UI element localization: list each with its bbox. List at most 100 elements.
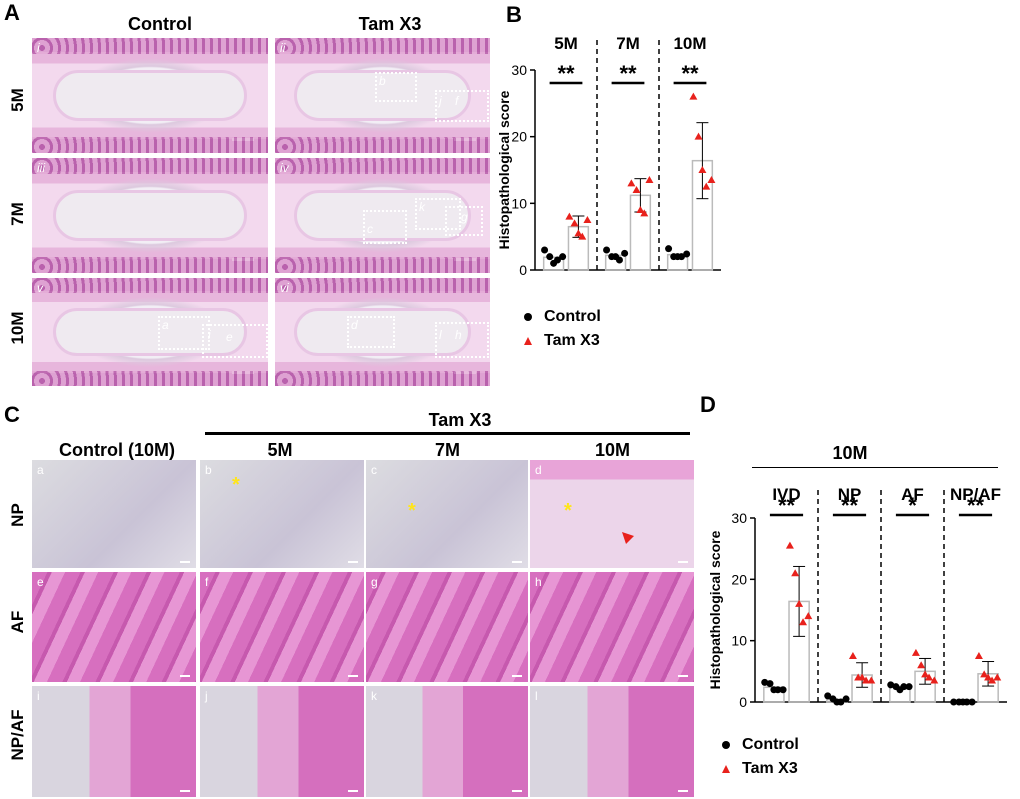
np-image-a: a [32, 460, 196, 568]
histology-image-i: i [32, 38, 268, 153]
npaf-image-j: j [200, 686, 364, 797]
image-label: a [37, 463, 44, 477]
scale-bar [512, 675, 522, 677]
panel-c-letter: C [4, 402, 20, 427]
zoom-box-label: l [439, 328, 442, 342]
image-label: l [535, 689, 538, 703]
data-point-control [615, 256, 623, 264]
data-point-tam [636, 206, 645, 213]
image-label: g [371, 575, 378, 589]
scale-bar [232, 138, 254, 141]
panel-a-row-7m: 7M [8, 202, 27, 226]
af-image-e: e [32, 572, 196, 682]
zoom-box-label: g [461, 210, 468, 224]
panel-b-letter: B [506, 2, 522, 27]
legend-control: Control [718, 733, 799, 757]
data-point-control [950, 698, 958, 706]
y-tick-label: 20 [731, 571, 747, 587]
panel-d-letter: D [700, 392, 716, 417]
data-point-tam [974, 652, 983, 659]
histology-image-iii: iii [32, 158, 268, 273]
scale-bar [678, 561, 688, 563]
data-point-control [837, 698, 845, 706]
y-tick-label: 0 [739, 694, 747, 710]
legend-tam-marker [524, 337, 532, 345]
panel-c-row-npaf: NP/AF [8, 709, 27, 761]
zoom-box-g [445, 206, 483, 236]
panel-c-col-7m: 7M [434, 440, 460, 460]
zoom-box-label: k [419, 200, 425, 214]
histology-image-ii: ii b j f [275, 38, 490, 153]
significance-marker: ** [681, 61, 699, 86]
npaf-image-l: l [530, 686, 694, 797]
zoom-box-b [375, 72, 417, 102]
panel-c-col-5m: 5M [267, 440, 293, 460]
disc-region [53, 70, 247, 121]
legend-control-marker [722, 741, 730, 749]
data-point-control [541, 246, 549, 254]
zoom-box-label: h [455, 328, 462, 342]
data-point-control [963, 698, 971, 706]
data-point-control [900, 683, 908, 691]
scale-bar [454, 258, 476, 261]
legend-tam-marker [722, 765, 730, 773]
data-point-tam [632, 186, 641, 193]
scale-bar [232, 371, 254, 374]
data-point-tam [984, 673, 993, 681]
image-label: d [535, 463, 542, 477]
zoom-box-f [435, 90, 489, 122]
af-image-h: h [530, 572, 694, 682]
image-label: ii [280, 41, 286, 55]
image-label: iii [37, 161, 45, 175]
significance-marker: * [908, 493, 917, 518]
y-tick-label: 10 [731, 633, 747, 649]
image-label: e [37, 575, 44, 589]
data-point-tam [698, 166, 707, 173]
group-label: NP [838, 485, 862, 504]
af-image-g: g [366, 572, 528, 682]
data-point-tam [785, 541, 794, 549]
panel-a-header-control: Control [128, 14, 192, 34]
data-point-control [559, 253, 567, 261]
panel-c-row-af: AF [8, 610, 27, 634]
significance-marker: ** [967, 493, 985, 518]
data-point-tam [862, 676, 871, 684]
group-label: NP/AF [950, 485, 1001, 504]
image-label: f [205, 575, 209, 589]
group-label: IVD [772, 485, 800, 504]
red-arrowhead-icon [622, 532, 634, 544]
scale-bar [232, 258, 254, 261]
zoom-box-label: f [455, 94, 459, 108]
data-point-tam [627, 179, 636, 187]
image-label: j [205, 689, 208, 703]
data-point-tam [988, 676, 997, 684]
npaf-image-i: i [32, 686, 196, 797]
scale-bar [348, 561, 358, 563]
data-point-tam [858, 673, 867, 681]
panel-d-legend: Control Tam X3 [718, 733, 799, 781]
significance-marker: ** [778, 493, 796, 518]
scale-bar [454, 371, 476, 374]
data-point-control [761, 678, 769, 686]
zoom-box-label: i [208, 328, 211, 342]
panel-d-title: 10M [832, 443, 868, 463]
panel-a-header-tam: Tam X3 [358, 14, 422, 34]
panel-a-row-10m: 10M [8, 311, 27, 345]
group-label: 5M [554, 34, 578, 53]
scale-bar [512, 790, 522, 792]
zoom-box-label: j [439, 94, 442, 108]
image-label: v [37, 281, 43, 295]
y-tick-label: 20 [511, 129, 527, 145]
af-image-f: f [200, 572, 364, 682]
data-point-control [621, 249, 629, 257]
significance-marker: ** [619, 61, 637, 86]
data-point-control [677, 253, 685, 261]
data-point-control [905, 683, 913, 691]
scale-bar [348, 675, 358, 677]
data-point-control [968, 698, 976, 706]
legend-tam-label: Tam X3 [544, 332, 600, 349]
group-label: AF [901, 485, 924, 504]
data-point-tam [993, 673, 1002, 681]
data-point-control [824, 692, 832, 700]
